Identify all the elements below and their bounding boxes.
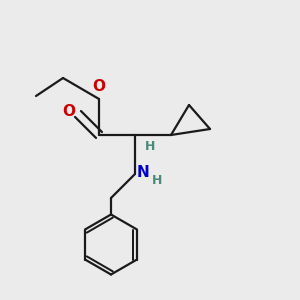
Text: O: O (62, 103, 76, 118)
Text: H: H (145, 140, 155, 154)
Text: H: H (152, 174, 163, 187)
Text: N: N (136, 165, 149, 180)
Text: O: O (92, 80, 106, 94)
